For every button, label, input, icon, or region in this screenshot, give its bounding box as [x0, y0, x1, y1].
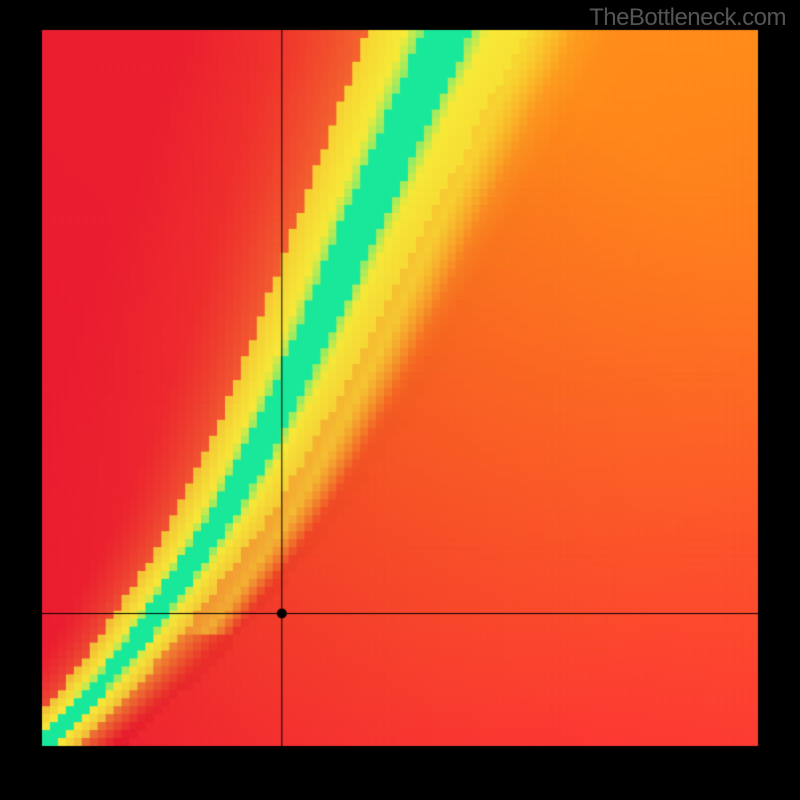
heatmap-canvas [0, 0, 800, 800]
watermark-text: TheBottleneck.com [589, 4, 786, 32]
chart-container: TheBottleneck.com [0, 0, 800, 800]
